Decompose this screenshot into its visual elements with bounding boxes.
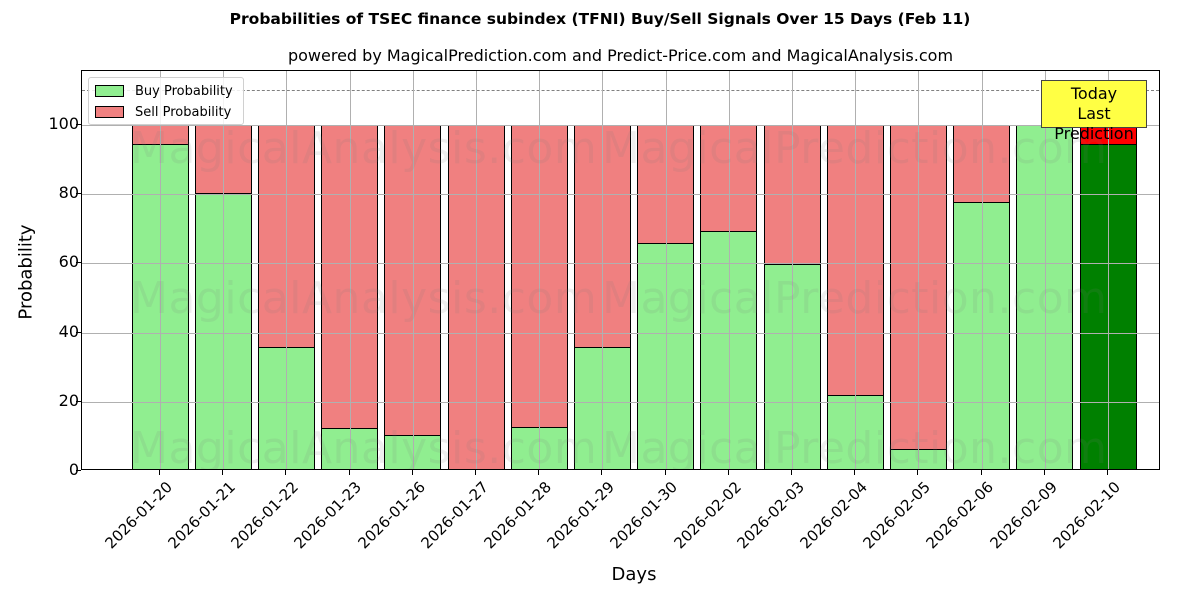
x-tick-label: 2026-02-10 xyxy=(1049,478,1124,553)
x-axis-label: Days xyxy=(611,564,657,585)
y-axis-label: Probability xyxy=(15,224,37,320)
x-tick-mark xyxy=(1107,470,1108,475)
gridline-vertical xyxy=(349,71,351,469)
buy-swatch-icon xyxy=(95,85,124,97)
x-tick-label: 2026-02-04 xyxy=(796,478,871,553)
gridline-horizontal xyxy=(82,401,1159,403)
x-tick-mark xyxy=(727,470,729,475)
x-tick-mark xyxy=(1043,470,1045,475)
legend-item-buy: Buy Probability xyxy=(95,82,233,100)
gridline-vertical xyxy=(286,71,288,469)
y-tick-label: 0 xyxy=(68,460,79,479)
x-tick-mark xyxy=(285,470,287,475)
x-tick-label: 2026-02-06 xyxy=(922,478,998,553)
x-tick-label: 2026-02-09 xyxy=(986,478,1061,553)
plot-area: Buy Probability Sell Probability Today L… xyxy=(81,70,1160,470)
x-tick-label: 2026-01-26 xyxy=(354,478,429,553)
gridline-vertical xyxy=(981,71,983,469)
x-tick-label: 2026-01-22 xyxy=(227,478,303,553)
chart-subtitle: powered by MagicalPrediction.com and Pre… xyxy=(287,46,954,65)
annotation-line1: Today xyxy=(1070,84,1118,103)
gridline-vertical xyxy=(602,71,604,469)
gridline-vertical xyxy=(539,71,541,469)
x-tick-label: 2026-01-30 xyxy=(606,478,682,553)
legend-item-sell: Sell Probability xyxy=(95,103,231,121)
gridline-vertical xyxy=(160,71,161,469)
x-tick-mark xyxy=(917,470,919,475)
y-tick-mark xyxy=(76,331,81,333)
legend: Buy Probability Sell Probability xyxy=(88,77,244,125)
x-tick-mark xyxy=(411,470,413,475)
gridline-vertical xyxy=(1044,71,1046,469)
x-tick-mark xyxy=(791,470,792,475)
reference-line xyxy=(82,90,1159,92)
gridline-vertical xyxy=(665,71,667,469)
gridline-vertical xyxy=(1108,71,1109,469)
x-tick-label: 2026-02-05 xyxy=(859,478,935,553)
y-tick-mark xyxy=(76,193,81,195)
gridline-vertical xyxy=(728,71,730,469)
gridline-horizontal xyxy=(82,194,1159,196)
x-tick-mark xyxy=(348,470,350,475)
chart-title: Probabilities of TSEC finance subindex (… xyxy=(229,10,971,28)
x-tick-mark xyxy=(159,470,160,475)
y-tick-label: 20 xyxy=(58,390,79,410)
x-tick-mark xyxy=(980,470,982,475)
y-tick-label: 60 xyxy=(58,252,79,272)
x-tick-label: 2026-01-27 xyxy=(417,478,492,553)
annotation-line2: Last Prediction xyxy=(1054,104,1134,143)
x-tick-label: 2026-01-29 xyxy=(543,478,619,553)
gridline-vertical xyxy=(855,71,857,469)
gridline-vertical xyxy=(476,71,477,469)
x-tick-label: 2026-01-28 xyxy=(480,478,555,553)
gridline-horizontal xyxy=(82,263,1159,265)
x-tick-mark xyxy=(538,470,540,475)
x-tick-label: 2026-01-23 xyxy=(290,478,366,553)
x-tick-mark xyxy=(664,470,666,475)
x-tick-label: 2026-01-20 xyxy=(101,478,176,553)
y-tick-mark xyxy=(76,470,81,471)
legend-label-sell: Sell Probability xyxy=(135,104,232,120)
x-tick-label: 2026-01-21 xyxy=(164,478,239,553)
gridline-vertical xyxy=(918,71,920,469)
x-tick-mark xyxy=(222,470,224,475)
x-tick-mark xyxy=(475,470,476,475)
y-tick-mark xyxy=(76,262,81,264)
sell-swatch-icon xyxy=(95,106,124,118)
x-tick-mark xyxy=(601,470,603,475)
gridline-vertical xyxy=(223,71,225,469)
gridline-vertical xyxy=(792,71,793,469)
y-tick-label: 100 xyxy=(48,114,79,133)
y-tick-mark xyxy=(76,400,81,402)
gridline-horizontal xyxy=(82,332,1159,334)
legend-label-buy: Buy Probability xyxy=(135,83,233,99)
gridline-vertical xyxy=(412,71,414,469)
today-annotation: Today Last Prediction xyxy=(1041,80,1147,143)
x-tick-label: 2026-02-03 xyxy=(733,478,808,553)
y-tick-label: 80 xyxy=(58,183,79,203)
x-tick-mark xyxy=(854,470,856,475)
x-tick-label: 2026-02-02 xyxy=(670,478,745,553)
y-tick-label: 40 xyxy=(58,321,79,341)
y-tick-mark xyxy=(76,124,81,125)
gridline-horizontal xyxy=(82,125,1159,126)
